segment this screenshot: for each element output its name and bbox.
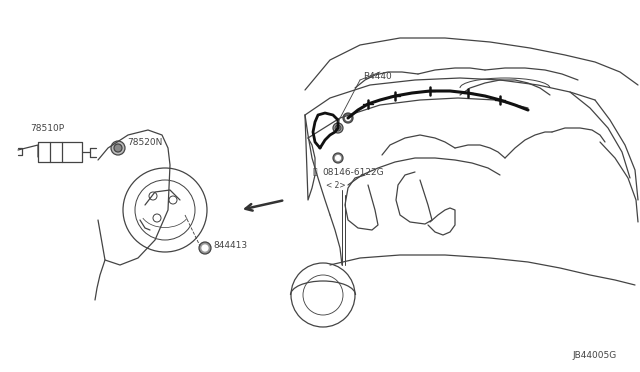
Circle shape — [333, 153, 343, 163]
Text: 08146-6122G: 08146-6122G — [322, 167, 383, 176]
Circle shape — [343, 113, 353, 123]
Text: JB44005G: JB44005G — [572, 350, 616, 359]
Circle shape — [335, 125, 341, 131]
Text: 844413: 844413 — [213, 241, 247, 250]
Text: Ⓑ: Ⓑ — [313, 167, 317, 176]
Circle shape — [335, 155, 340, 160]
Circle shape — [333, 123, 343, 133]
Circle shape — [199, 242, 211, 254]
Circle shape — [114, 144, 122, 152]
Circle shape — [346, 115, 351, 121]
Text: 78520N: 78520N — [127, 138, 163, 147]
Text: < 2>: < 2> — [326, 180, 346, 189]
Circle shape — [111, 141, 125, 155]
Circle shape — [202, 245, 208, 251]
Text: B4440: B4440 — [363, 71, 392, 80]
Text: 78510P: 78510P — [30, 124, 64, 132]
